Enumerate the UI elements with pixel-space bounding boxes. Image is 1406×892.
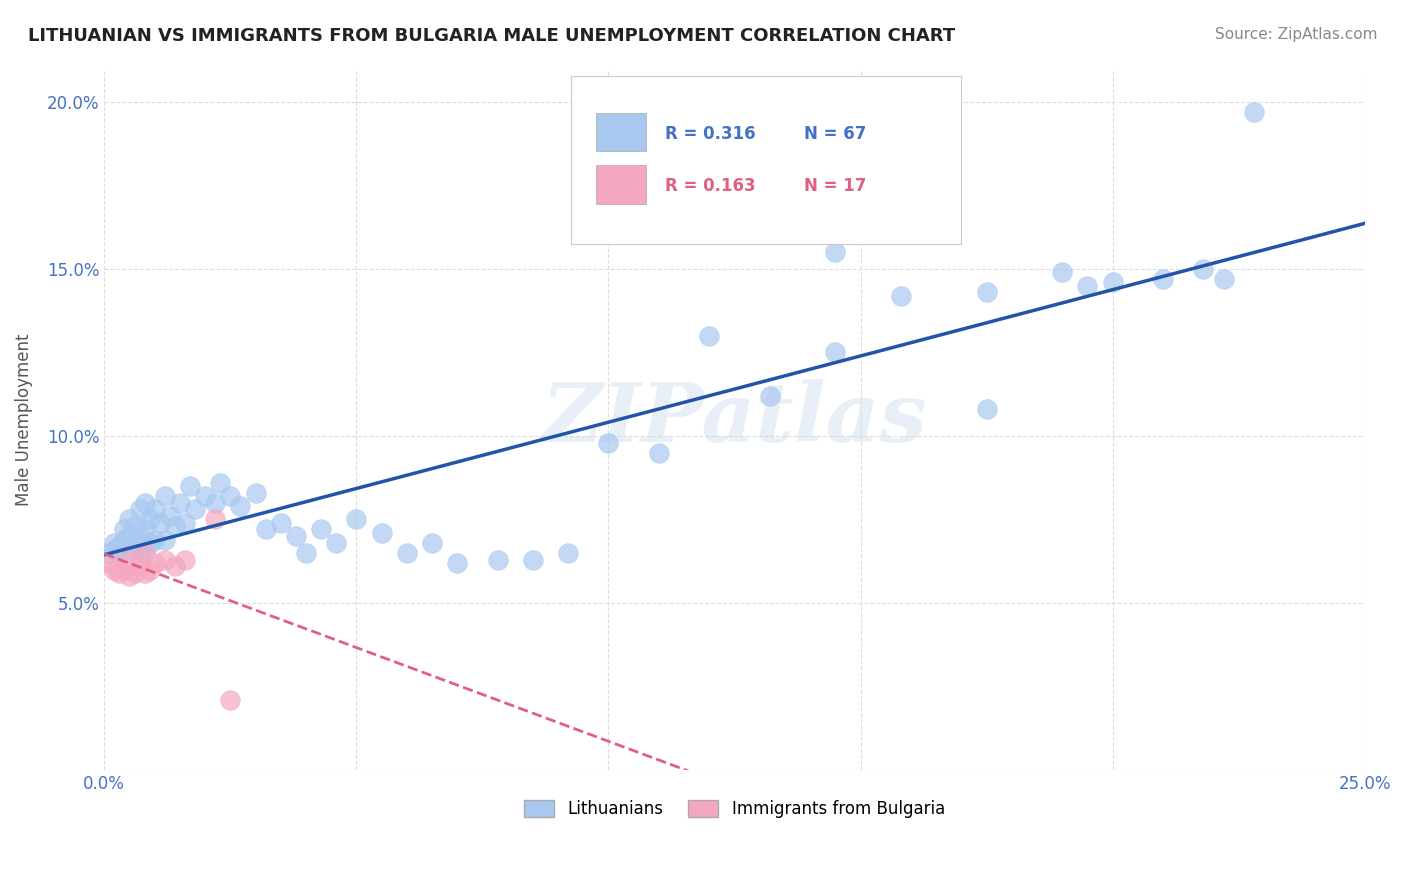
Point — [159, 509, 181, 524]
Point — [153, 533, 176, 547]
Text: Source: ZipAtlas.com: Source: ZipAtlas.com — [1215, 27, 1378, 42]
Point — [1101, 275, 1123, 289]
Point — [598, 435, 620, 450]
Point — [112, 523, 135, 537]
Point — [174, 552, 197, 566]
Point — [134, 496, 156, 510]
Point — [134, 566, 156, 580]
Point — [124, 566, 146, 580]
Point — [522, 552, 544, 566]
Legend: Lithuanians, Immigrants from Bulgaria: Lithuanians, Immigrants from Bulgaria — [517, 793, 952, 825]
Point — [295, 546, 318, 560]
Point — [420, 536, 443, 550]
Point — [108, 566, 131, 580]
Point — [103, 563, 125, 577]
Point — [1212, 272, 1234, 286]
Point — [149, 516, 172, 530]
Point — [344, 512, 367, 526]
Point — [557, 546, 579, 560]
Point — [124, 536, 146, 550]
Point — [118, 542, 141, 557]
Point — [245, 485, 267, 500]
Point — [118, 569, 141, 583]
Point — [395, 546, 418, 560]
Point — [108, 539, 131, 553]
Text: N = 17: N = 17 — [804, 178, 866, 195]
Point — [179, 479, 201, 493]
Point — [118, 529, 141, 543]
Point — [309, 523, 332, 537]
Point — [138, 536, 160, 550]
Point — [648, 445, 671, 459]
Point — [169, 496, 191, 510]
Point — [270, 516, 292, 530]
Point — [1243, 104, 1265, 119]
Point — [486, 552, 509, 566]
FancyBboxPatch shape — [571, 76, 962, 244]
Point — [128, 546, 150, 560]
Point — [143, 502, 166, 516]
Point — [194, 489, 217, 503]
Text: R = 0.163: R = 0.163 — [665, 178, 756, 195]
Point — [134, 546, 156, 560]
Point — [204, 512, 226, 526]
Point — [219, 489, 242, 503]
Point — [325, 536, 347, 550]
Point — [824, 345, 846, 359]
Text: ZIPatlas: ZIPatlas — [541, 379, 927, 459]
Point — [153, 552, 176, 566]
Point — [204, 496, 226, 510]
Point — [174, 516, 197, 530]
Point — [138, 563, 160, 577]
Point — [446, 556, 468, 570]
Point — [697, 328, 720, 343]
Point — [118, 512, 141, 526]
Point — [134, 523, 156, 537]
Point — [98, 546, 121, 560]
Point — [138, 512, 160, 526]
Y-axis label: Male Unemployment: Male Unemployment — [15, 333, 32, 506]
Point — [112, 563, 135, 577]
Point — [103, 536, 125, 550]
Point — [128, 502, 150, 516]
Point — [108, 546, 131, 560]
Point — [163, 519, 186, 533]
Point — [976, 402, 998, 417]
Point — [254, 523, 277, 537]
Point — [134, 539, 156, 553]
Point — [118, 552, 141, 566]
Point — [284, 529, 307, 543]
Bar — [596, 165, 647, 204]
Point — [153, 489, 176, 503]
Point — [229, 499, 252, 513]
Point — [209, 475, 232, 490]
Point — [976, 285, 998, 300]
Point — [824, 245, 846, 260]
Point — [163, 559, 186, 574]
Point — [98, 556, 121, 570]
Point — [143, 556, 166, 570]
Point — [1076, 278, 1098, 293]
Point — [128, 556, 150, 570]
Point — [759, 389, 782, 403]
Point — [219, 693, 242, 707]
Point — [1192, 262, 1215, 277]
Text: R = 0.316: R = 0.316 — [665, 125, 756, 143]
Point — [890, 288, 912, 302]
Point — [370, 525, 392, 540]
Point — [112, 533, 135, 547]
Point — [1050, 265, 1073, 279]
Bar — [596, 112, 647, 152]
Point — [143, 533, 166, 547]
Text: N = 67: N = 67 — [804, 125, 866, 143]
Point — [128, 529, 150, 543]
Point — [103, 542, 125, 557]
Point — [1152, 272, 1174, 286]
Text: LITHUANIAN VS IMMIGRANTS FROM BULGARIA MALE UNEMPLOYMENT CORRELATION CHART: LITHUANIAN VS IMMIGRANTS FROM BULGARIA M… — [28, 27, 955, 45]
Point — [124, 519, 146, 533]
Point — [184, 502, 207, 516]
